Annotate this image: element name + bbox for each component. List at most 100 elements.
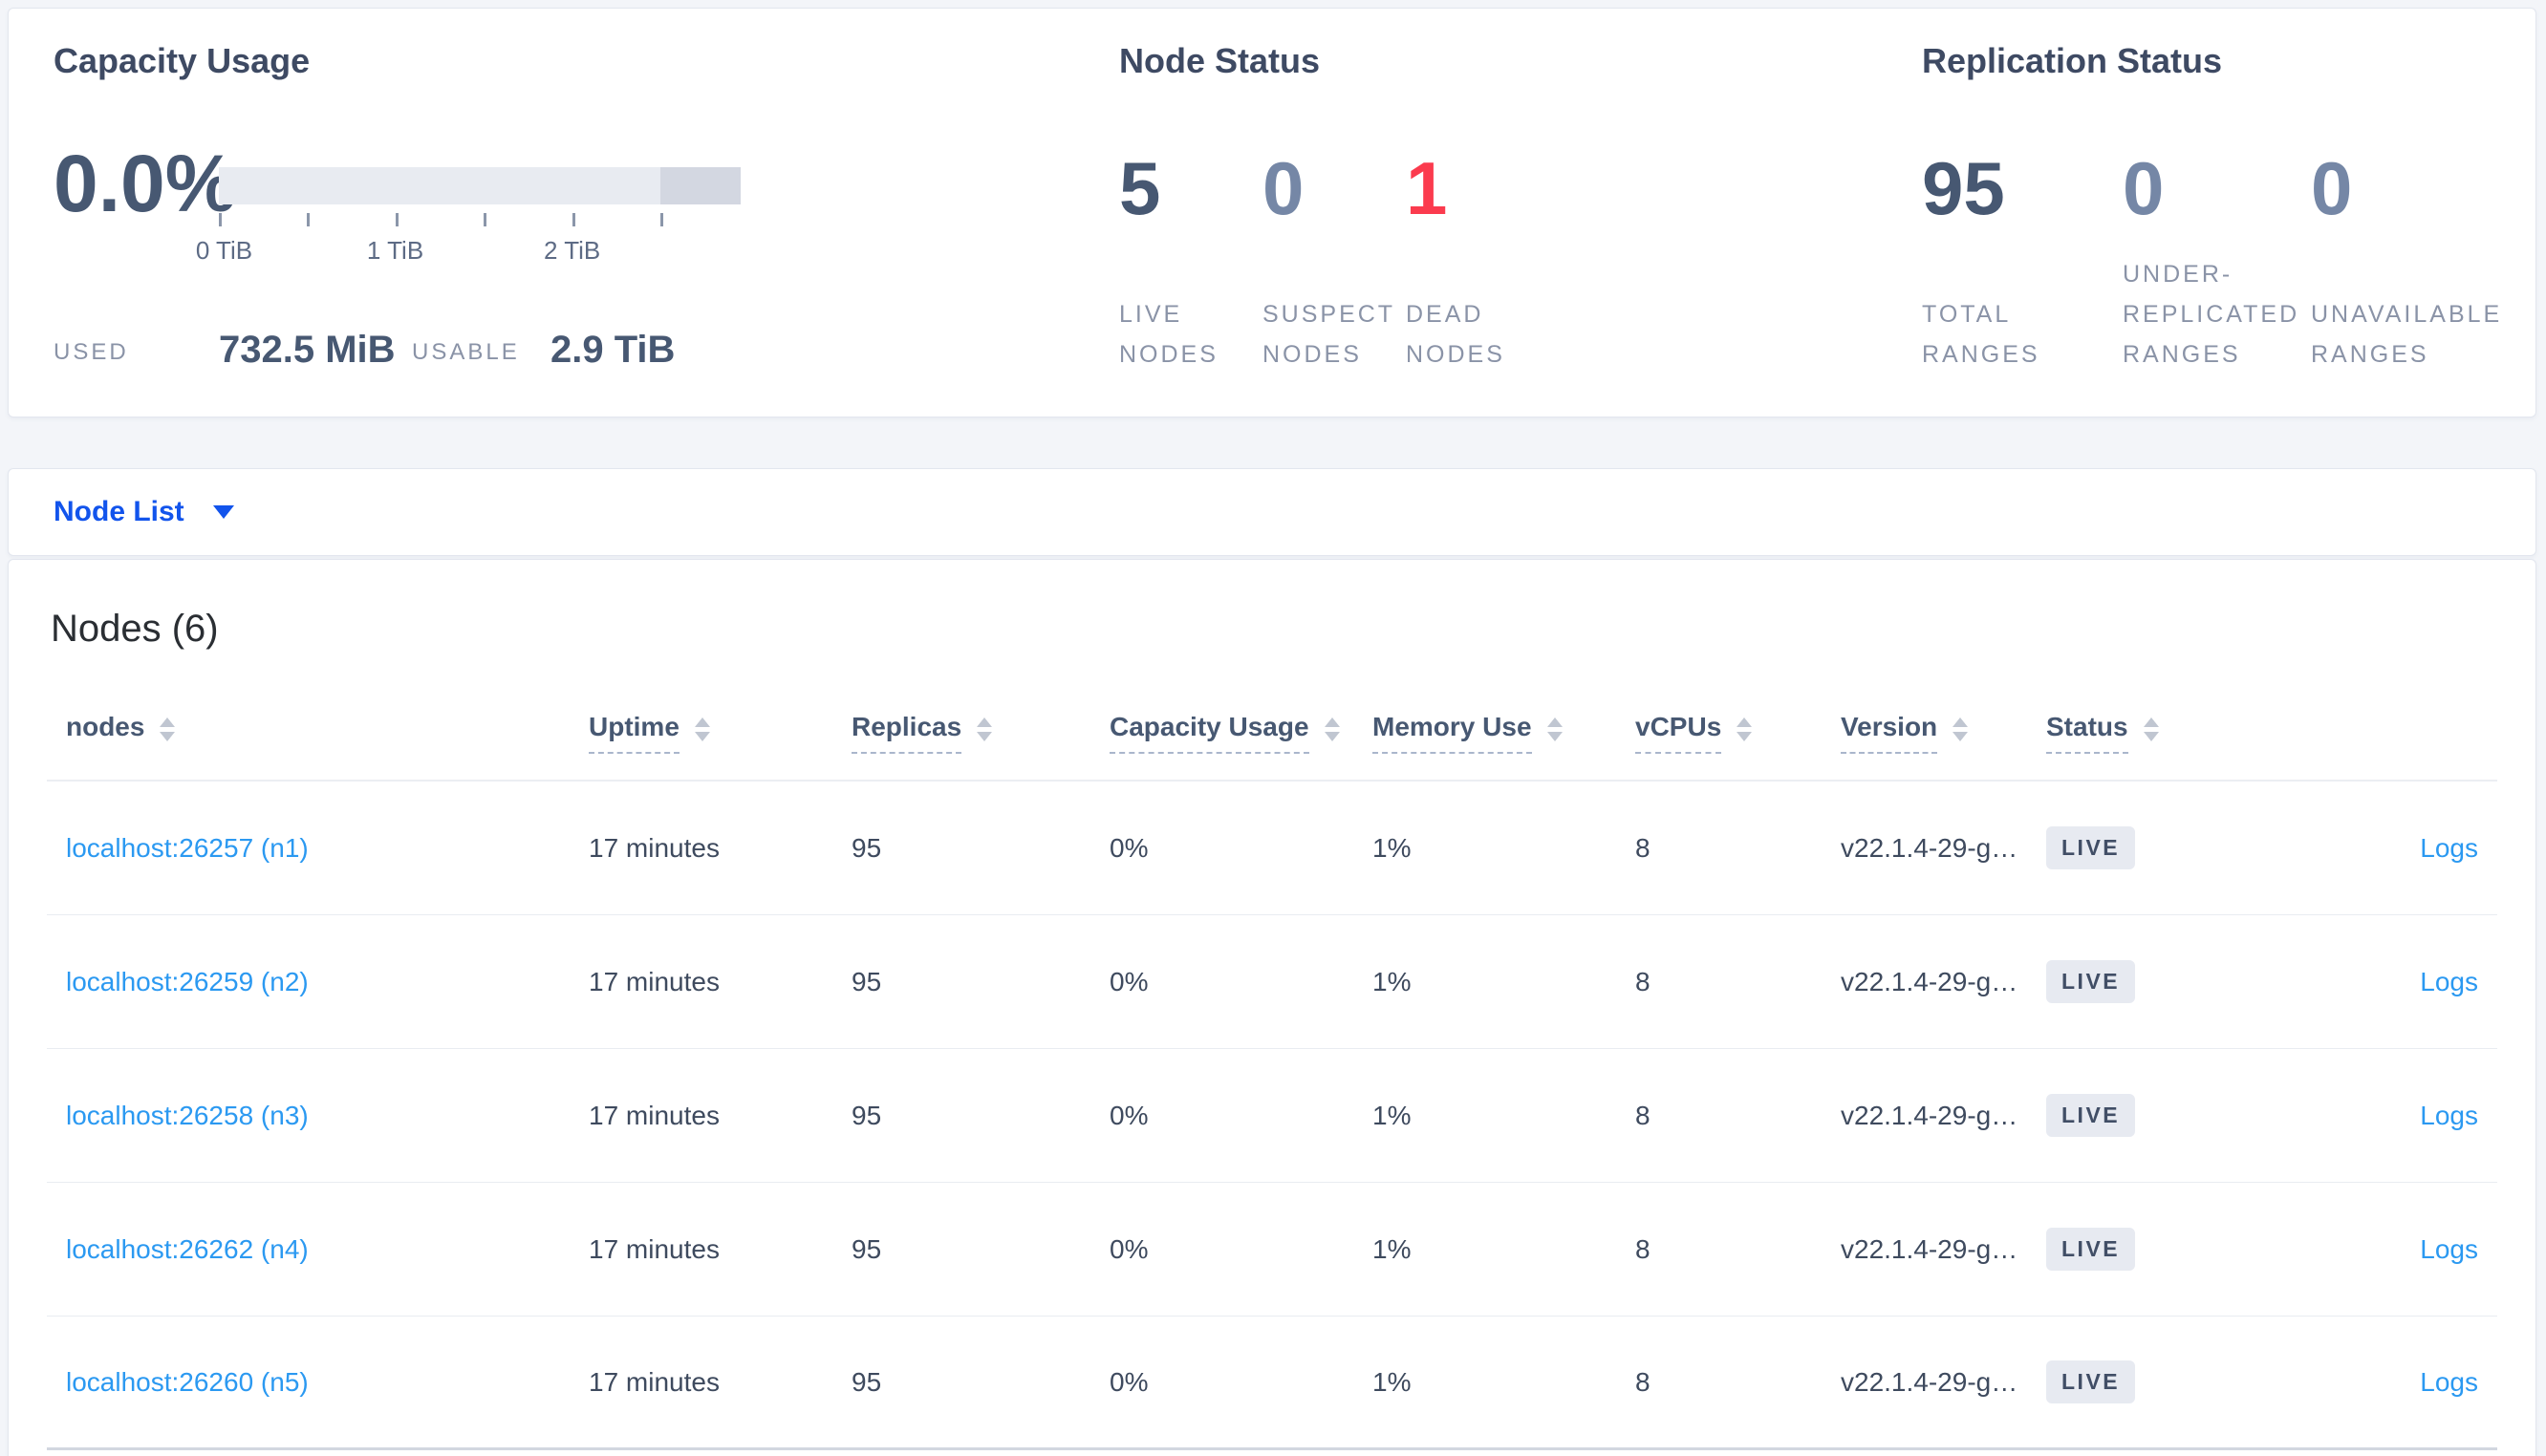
sort-arrows-icon[interactable] <box>1737 717 1753 741</box>
table-row: localhost:26262 (n4) 17 minutes 95 0% 1%… <box>47 1183 2497 1317</box>
table-row: localhost:26259 (n2) 17 minutes 95 0% 1%… <box>47 915 2497 1049</box>
column-header-label: Memory Use <box>1372 711 1532 754</box>
node-status-title: Node Status <box>1119 41 1321 80</box>
stat: 95 TOTAL RANGES <box>1922 136 2123 375</box>
stat-label: UNDER-REPLICATED RANGES <box>2123 261 2300 368</box>
replicas-cell: 95 <box>852 966 882 996</box>
logs-link[interactable]: Logs <box>2420 1100 2478 1130</box>
vcpus-cell: 8 <box>1635 832 1651 863</box>
column-header[interactable]: vCPUs <box>1616 711 1822 754</box>
memory-use-cell: 1% <box>1372 1366 1412 1397</box>
sort-descending-icon <box>1953 732 1969 741</box>
column-header[interactable]: Memory Use <box>1353 711 1616 754</box>
column-header[interactable]: Capacity Usage <box>1090 711 1353 754</box>
sort-ascending-icon <box>977 717 993 727</box>
status-badge: LIVE <box>2046 826 2136 869</box>
capacity-usage-bar <box>219 167 741 204</box>
capacity-bar-tick <box>307 213 311 226</box>
sort-arrows-icon[interactable] <box>2143 717 2159 741</box>
status-badge: LIVE <box>2046 1228 2136 1271</box>
capacity-bar-tick <box>484 213 487 226</box>
sort-descending-icon <box>1546 732 1563 741</box>
capacity-bar-tick <box>219 213 222 226</box>
sort-descending-icon <box>160 732 176 741</box>
vcpus-cell: 8 <box>1635 1366 1651 1397</box>
view-selector-bar[interactable]: Node List <box>8 468 2536 556</box>
nodes-count-heading: Nodes (6) <box>51 608 219 650</box>
memory-use-cell: 1% <box>1372 832 1412 863</box>
node-table-body: localhost:26257 (n1) 17 minutes 95 0% 1%… <box>47 782 2497 1450</box>
node-address-link[interactable]: localhost:26258 (n3) <box>66 1100 309 1130</box>
tick-label-1tib: 1 TiB <box>366 236 424 265</box>
capacity-bar-tick <box>660 213 664 226</box>
column-header-label: Capacity Usage <box>1110 711 1309 754</box>
used-value: 732.5 MiB <box>219 329 396 371</box>
stat: 1 DEAD NODES <box>1406 136 1626 375</box>
logs-link[interactable]: Logs <box>2420 832 2478 863</box>
capacity-bar-reserved-segment <box>660 167 741 204</box>
uptime-cell: 17 minutes <box>589 1233 720 1264</box>
memory-use-cell: 1% <box>1372 966 1412 996</box>
uptime-cell: 17 minutes <box>589 832 720 863</box>
stat-value: 1 <box>1406 146 1448 230</box>
node-address-link[interactable]: localhost:26262 (n4) <box>66 1233 309 1264</box>
sort-ascending-icon <box>694 717 710 727</box>
column-header[interactable]: Replicas <box>832 711 1090 754</box>
stat-value: 5 <box>1119 146 1161 230</box>
sort-ascending-icon <box>1953 717 1969 727</box>
column-header[interactable]: Version <box>1822 711 2027 754</box>
stat-label: DEAD NODES <box>1406 301 1505 368</box>
stat: 0 SUSPECT NODES <box>1262 136 1406 375</box>
sort-arrows-icon[interactable] <box>1546 717 1563 741</box>
stat-label: SUSPECT NODES <box>1262 301 1395 368</box>
capacity-bar-tick <box>572 213 575 226</box>
sort-ascending-icon <box>2143 717 2159 727</box>
sort-ascending-icon <box>1546 717 1563 727</box>
tick-label-2tib: 2 TiB <box>544 236 601 265</box>
capacity-bar-tick <box>395 213 399 226</box>
stat-value: 95 <box>1922 146 2005 230</box>
stat: 0 UNAVAILABLE RANGES <box>2311 136 2546 375</box>
node-address-link[interactable]: localhost:26257 (n1) <box>66 832 309 863</box>
capacity-usage-cell: 0% <box>1110 1366 1149 1397</box>
sort-descending-icon <box>1737 732 1753 741</box>
stat-value: 0 <box>1262 146 1305 230</box>
logs-link[interactable]: Logs <box>2420 1366 2478 1397</box>
replicas-cell: 95 <box>852 832 882 863</box>
cluster-overview-metrics-panel: Capacity Usage 0.0% 0 TiB 1 TiB 2 TiB US… <box>8 8 2536 418</box>
table-row: localhost:26260 (n5) 17 minutes 95 0% 1%… <box>47 1317 2497 1450</box>
column-header[interactable]: Uptime <box>570 711 832 754</box>
column-header[interactable]: Status <box>2027 711 2233 754</box>
memory-use-cell: 1% <box>1372 1233 1412 1264</box>
chevron-down-icon[interactable] <box>212 505 234 519</box>
logs-link[interactable]: Logs <box>2420 1233 2478 1264</box>
uptime-cell: 17 minutes <box>589 1100 720 1130</box>
sort-arrows-icon[interactable] <box>1324 717 1340 741</box>
version-cell: v22.1.4-29-g… <box>1841 1366 2018 1397</box>
capacity-usage-cell: 0% <box>1110 966 1149 996</box>
sort-arrows-icon[interactable] <box>977 717 993 741</box>
usable-value: 2.9 TiB <box>550 329 676 371</box>
column-header-label: Status <box>2046 711 2128 754</box>
capacity-usage-title: Capacity Usage <box>54 41 311 80</box>
sort-arrows-icon[interactable] <box>160 717 176 741</box>
node-list-dropdown-label[interactable]: Node List <box>54 496 184 527</box>
node-address-link[interactable]: localhost:26259 (n2) <box>66 966 309 996</box>
node-address-link[interactable]: localhost:26260 (n5) <box>66 1366 309 1397</box>
uptime-cell: 17 minutes <box>589 1366 720 1397</box>
stat: 5 LIVE NODES <box>1119 136 1262 375</box>
sort-descending-icon <box>1324 732 1340 741</box>
column-header-label: Replicas <box>852 711 962 754</box>
logs-link[interactable]: Logs <box>2420 966 2478 996</box>
capacity-used-percent: 0.0% <box>54 139 237 228</box>
vcpus-cell: 8 <box>1635 1100 1651 1130</box>
status-badge: LIVE <box>2046 1094 2136 1137</box>
node-table-header-row: nodes Uptime Replicas Capacity Usage Mem… <box>47 701 2497 782</box>
sort-ascending-icon <box>1324 717 1340 727</box>
column-header[interactable]: nodes <box>47 711 570 752</box>
stat-value: 0 <box>2311 146 2353 230</box>
sort-arrows-icon[interactable] <box>694 717 710 741</box>
stat-value: 0 <box>2123 146 2165 230</box>
sort-arrows-icon[interactable] <box>1953 717 1969 741</box>
